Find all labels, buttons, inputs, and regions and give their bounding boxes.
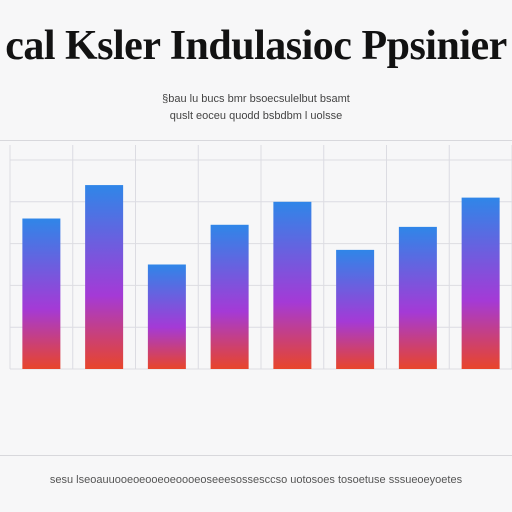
- bar-7: [398, 226, 437, 369]
- bar-4: [210, 224, 249, 369]
- chart-title: cal Ksler Indulasioc Ppsinier: [5, 23, 507, 69]
- bar-8: [461, 197, 500, 369]
- bar-1: [22, 218, 61, 369]
- bar-5: [273, 201, 312, 369]
- chart-top-rule: [0, 140, 512, 141]
- bar-3: [147, 264, 186, 369]
- chart-subtitle-line-1: §bau lu bucs bmr bsoecsulelbut bsamt: [162, 93, 350, 105]
- bars: [22, 185, 500, 369]
- bar-2: [85, 185, 124, 369]
- bar-6: [336, 249, 375, 369]
- chart-footnote: sesu lseoauuooeoeooeoeoooeoseeesossesccs…: [49, 474, 463, 486]
- chart-bottom-rule: [0, 455, 512, 456]
- chart-subtitle-line-2: quslt eoceu quodd bsbdbm l uolsse: [169, 110, 343, 122]
